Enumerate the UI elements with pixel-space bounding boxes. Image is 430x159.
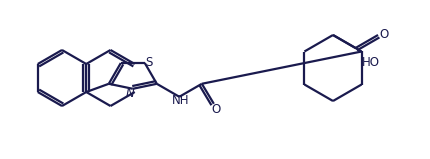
Text: O: O xyxy=(378,28,388,41)
Text: N: N xyxy=(125,87,134,100)
Text: HO: HO xyxy=(361,55,379,69)
Text: S: S xyxy=(145,55,152,69)
Text: NH: NH xyxy=(171,94,189,107)
Text: O: O xyxy=(211,103,220,116)
